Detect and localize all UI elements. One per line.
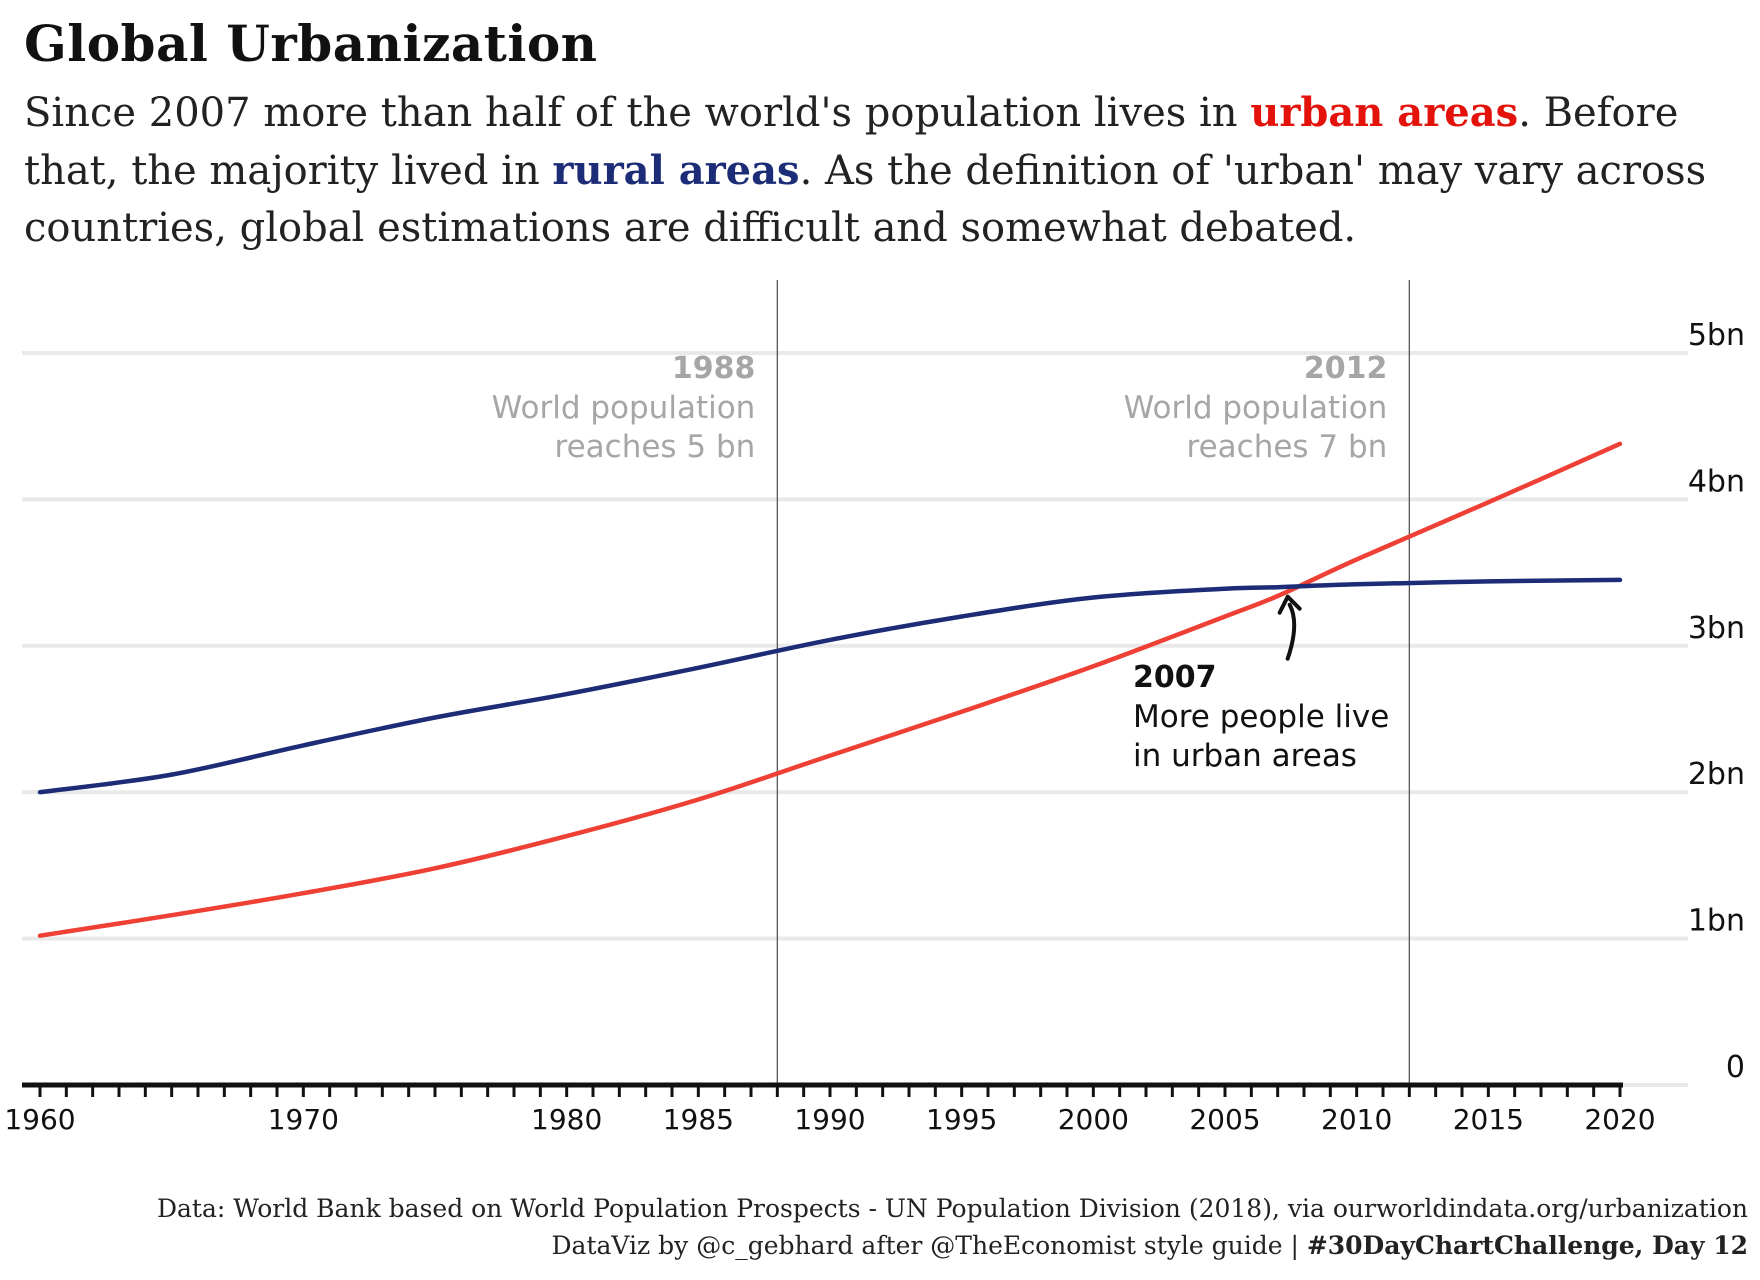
x-tick-label: 2005 <box>1189 1103 1260 1136</box>
x-tick-label: 1970 <box>268 1103 339 1136</box>
subtitle-text-3: . As the definition of 'urban' may vary … <box>24 148 1707 251</box>
x-tick-label: 1990 <box>794 1103 865 1136</box>
x-tick-label: 1980 <box>531 1103 602 1136</box>
y-tick-label: 1bn <box>1688 904 1745 939</box>
annotation-text: reaches 7 bn <box>1187 429 1388 465</box>
subtitle-urban-highlight: urban areas <box>1250 89 1519 136</box>
x-tick-label: 1995 <box>926 1103 997 1136</box>
y-tick-label: 2bn <box>1688 757 1745 792</box>
crossover-text: in urban areas <box>1133 738 1357 774</box>
x-tick-label: 1960 <box>4 1103 75 1136</box>
footer-source: Data: World Bank based on World Populati… <box>156 1194 1748 1223</box>
subtitle-text-1: Since 2007 more than half of the world's… <box>24 90 1251 136</box>
series-line-urban <box>37 441 1623 938</box>
crossover-arrow <box>1285 602 1297 661</box>
annotation-text: reaches 5 bn <box>555 429 756 465</box>
x-tick-label: 2015 <box>1453 1103 1524 1136</box>
y-tick-label: 5bn <box>1688 318 1745 353</box>
y-tick-label: 0 <box>1726 1050 1745 1085</box>
annotation-text: World population <box>1124 390 1388 426</box>
y-tick-label: 4bn <box>1688 464 1745 499</box>
subtitle-text-2: . Before that, the majority lived in <box>24 90 1679 194</box>
x-tick-label: 2010 <box>1321 1103 1392 1136</box>
crossover-text: More people live <box>1133 699 1389 735</box>
footer-credit-line: DataViz by @c_gebhard after @TheEconomis… <box>157 1227 1749 1264</box>
arrow-head-icon <box>1277 594 1302 615</box>
annotation-year: 2012 <box>1304 351 1388 386</box>
subtitle-rural-highlight: rural areas <box>552 147 800 194</box>
annotation-text: World population <box>492 390 756 426</box>
y-tick-label: 3bn <box>1688 611 1745 646</box>
crossover-year: 2007 <box>1133 660 1217 695</box>
annotation-year: 1988 <box>672 351 756 386</box>
x-tick-label: 2020 <box>1584 1103 1655 1136</box>
footer: Data: World Bank based on World Populati… <box>157 1190 1748 1264</box>
series-line-rural <box>37 577 1623 795</box>
x-tick-label: 1985 <box>663 1103 734 1136</box>
chart-subtitle: Since 2007 more than half of the world's… <box>24 84 1724 257</box>
x-tick-label: 2000 <box>1058 1103 1129 1136</box>
chart-title: Global Urbanization <box>24 14 598 73</box>
footer-hashtag: #30DayChartChallenge, Day 12 <box>1306 1231 1748 1260</box>
footer-credit: DataViz by @c_gebhard after @TheEconomis… <box>551 1231 1307 1260</box>
